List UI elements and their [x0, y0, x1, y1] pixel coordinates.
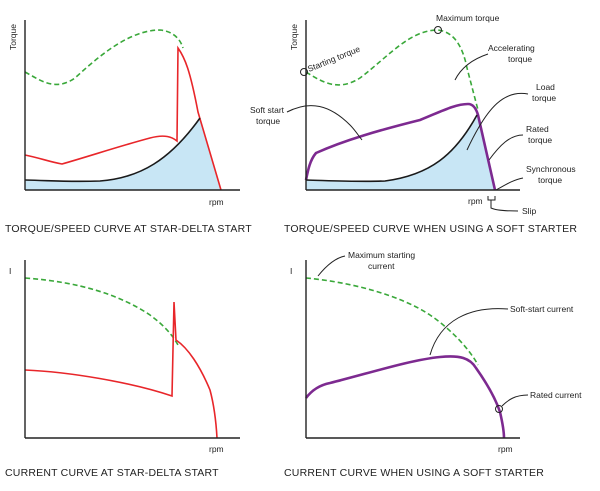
max-current-leader [317, 255, 346, 277]
starting-torque-label: Starting torque [306, 44, 362, 74]
accelerating-leader [454, 53, 489, 81]
panel-torque-soft-starter: Torque rpm Maximum torque Starting torqu… [250, 13, 577, 235]
rated-current-marker [495, 405, 503, 413]
panel-caption: CURRENT CURVE AT STAR-DELTA START [5, 467, 219, 479]
panel-caption: TORQUE/SPEED CURVE WHEN USING A SOFT STA… [284, 223, 577, 235]
rated-torque-label-1: Rated [526, 124, 549, 134]
dol-current-curve [24, 277, 179, 346]
rated-torque-leader [488, 134, 524, 161]
y-axis-label: I [290, 266, 292, 276]
load-area-fill [306, 115, 495, 190]
y-axis-label: Torque [8, 24, 18, 50]
soft-current-leader [429, 308, 509, 356]
synchronous-torque-label-1: Synchronous [526, 164, 576, 174]
motor-torque-curve [24, 29, 184, 86]
rated-torque-label-2: torque [528, 135, 552, 145]
load-torque-label-2: torque [532, 93, 556, 103]
synchronous-torque-label-2: torque [538, 175, 562, 185]
load-area-fill [25, 118, 221, 190]
maximum-torque-label: Maximum torque [436, 13, 500, 23]
panel-current-star-delta: I rpm CURRENT CURVE AT STAR-DELTA START [5, 260, 240, 479]
x-axis-label: rpm [468, 196, 483, 206]
dol-current-curve [305, 277, 479, 366]
load-torque-curve [24, 117, 201, 183]
slip-bracket [487, 196, 519, 212]
star-delta-torque-curve [24, 45, 222, 191]
panel-current-soft-starter: I rpm Maximum starting current Soft-star… [284, 250, 582, 479]
soft-start-leader [286, 105, 363, 141]
rated-current-label: Rated current [530, 390, 582, 400]
starting-torque-marker [300, 68, 308, 76]
motor-torque-curve [305, 29, 479, 111]
y-axis-label: I [9, 266, 11, 276]
x-axis-label: rpm [209, 444, 224, 454]
x-axis-label: rpm [498, 444, 513, 454]
maximum-torque-marker [434, 26, 442, 34]
slip-label: Slip [522, 206, 536, 216]
max-starting-current-label-2: current [368, 261, 395, 271]
soft-start-label-1: Soft start [250, 105, 285, 115]
x-axis-label: rpm [209, 197, 224, 207]
soft-start-label-2: torque [256, 116, 280, 126]
synchronous-leader [495, 177, 524, 191]
soft-start-current-curve [304, 355, 506, 439]
y-axis-label: Torque [289, 24, 299, 50]
accelerating-label-1: Accelerating [488, 43, 535, 53]
rated-current-leader [501, 394, 529, 407]
max-starting-current-label-1: Maximum starting [348, 250, 415, 260]
panel-torque-star-delta: Torque rpm TORQUE/SPEED CURVE AT STAR-DE… [5, 20, 252, 235]
panel-caption: TORQUE/SPEED CURVE AT STAR-DELTA START [5, 223, 252, 235]
soft-start-torque-curve [304, 102, 497, 191]
soft-start-current-label: Soft-start current [510, 304, 574, 314]
star-delta-current-curve [24, 301, 218, 439]
panel-caption: CURRENT CURVE WHEN USING A SOFT STARTER [284, 467, 544, 479]
load-torque-leader [466, 92, 529, 151]
accelerating-label-2: torque [508, 54, 532, 64]
load-torque-label-1: Load [536, 82, 555, 92]
load-torque-curve [305, 114, 478, 183]
